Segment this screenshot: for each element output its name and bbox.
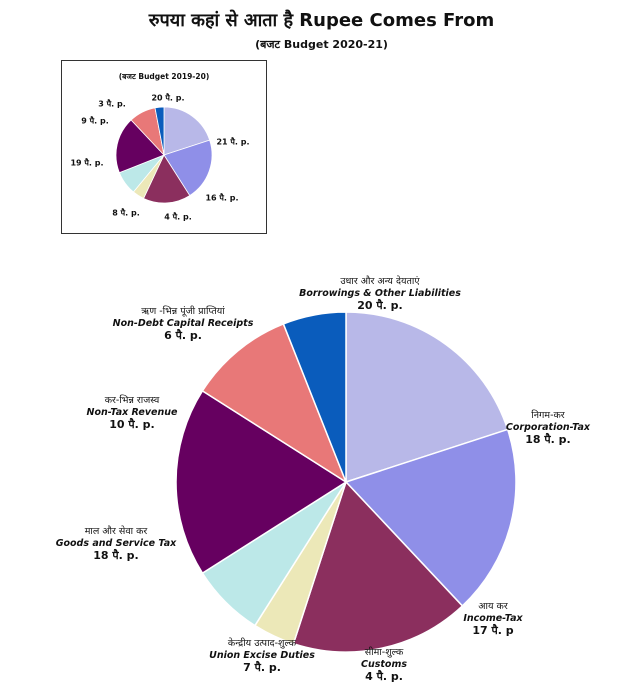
main-pie-slice-gst xyxy=(175,389,348,575)
label-hindi: उधार और अन्य देयताएं xyxy=(340,276,420,287)
label-value: 10 पै. p. xyxy=(109,418,155,431)
inset-pie-slice-non-debt xyxy=(154,106,165,156)
inset-label-non-tax: 9 पै. p. xyxy=(81,116,109,126)
label-hindi: सीमा-शुल्क xyxy=(364,647,404,658)
label-union-excise: केन्द्रीय उत्पाद-शुल्क Union Excise Dutie… xyxy=(209,638,315,674)
label-value: 7 पै. p. xyxy=(243,661,281,674)
inset-chart-title: (बजट Budget 2019-20) xyxy=(118,72,210,81)
label-hindi: कर-भिन्न राजस्व xyxy=(104,395,160,406)
inset-label-gst: 19 पै. p. xyxy=(70,158,104,168)
inset-chart-2019-20: (बजट Budget 2019-20) xyxy=(61,60,267,234)
label-hindi: केन्द्रीय उत्पाद-शुल्क xyxy=(227,638,297,649)
label-hindi: ऋण -भिन्न पूंजी प्राप्तियां xyxy=(141,306,225,317)
label-value: 4 पै. p. xyxy=(365,670,403,683)
inset-pie-slice-corporation-tax xyxy=(163,139,213,197)
main-pie-slice-non-tax xyxy=(201,322,348,484)
label-english: Non-Debt Capital Receipts xyxy=(112,318,254,329)
inset-label-borrowings: 20 पै. p. xyxy=(151,93,185,103)
label-hindi: आय कर xyxy=(478,601,508,612)
label-non-tax: कर-भिन्न राजस्व Non-Tax Revenue 10 पै. p. xyxy=(87,395,178,431)
label-borrowings: उधार और अन्य देयताएं Borrowings & Other L… xyxy=(299,276,461,312)
main-pie-slice-income-tax xyxy=(292,480,464,653)
label-customs: सीमा-शुल्क Customs 4 पै. p. xyxy=(361,647,407,683)
label-gst: माल और सेवा कर Goods and Service Tax 18 पै… xyxy=(56,526,177,562)
label-value: 18 पै. p. xyxy=(93,549,139,562)
inset-label-customs: 4 पै. p. xyxy=(164,212,192,222)
inset-label-income-tax: 16 पै. p. xyxy=(205,193,239,203)
label-english: Non-Tax Revenue xyxy=(86,407,178,418)
label-corporation-tax: निगम-कर Corporation-Tax 18 पै. p. xyxy=(506,410,590,446)
label-value: 18 पै. p. xyxy=(525,433,571,446)
label-english: Goods and Service Tax xyxy=(55,538,177,549)
label-english: Customs xyxy=(360,659,408,670)
page-title: रुपया कहां से आता है Rupee Comes From xyxy=(148,10,495,31)
main-pie-slice-borrowings xyxy=(345,311,509,484)
label-value: 17 पै. p xyxy=(472,624,514,637)
main-pie-slice-non-debt xyxy=(282,311,347,483)
inset-pie-slice-income-tax xyxy=(143,154,191,204)
label-non-debt: ऋण -भिन्न पूंजी प्राप्तियां Non-Debt Capi… xyxy=(113,306,254,342)
inset-label-corporation-tax: 21 पै. p. xyxy=(216,137,250,147)
main-pie-slice-corporation-tax xyxy=(344,428,517,607)
label-value: 20 पै. p. xyxy=(357,299,403,312)
inset-pie-slice-borrowings xyxy=(163,106,211,156)
label-hindi: निगम-कर xyxy=(531,410,565,421)
label-english: Income-Tax xyxy=(463,613,523,624)
page-subtitle: (बजट Budget 2020-21) xyxy=(255,38,388,51)
inset-label-non-debt: 3 पै. p. xyxy=(98,99,126,109)
label-value: 6 पै. p. xyxy=(164,329,202,342)
label-hindi: माल और सेवा कर xyxy=(84,526,148,537)
label-english: Corporation-Tax xyxy=(505,422,591,433)
label-english: Union Excise Duties xyxy=(209,650,315,661)
inset-pie-slice-gst xyxy=(115,119,165,174)
label-income-tax: आय कर Income-Tax 17 पै. p xyxy=(463,601,522,637)
inset-label-union-excise: 8 पै. p. xyxy=(112,208,140,218)
label-english: Borrowings & Other Liabilities xyxy=(299,288,461,299)
